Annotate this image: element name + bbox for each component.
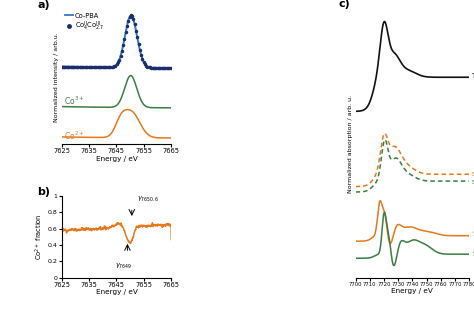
Text: $\gamma_{7649}$: $\gamma_{7649}$ [116, 261, 133, 271]
Text: b): b) [37, 187, 51, 197]
X-axis label: Energy / eV: Energy / eV [96, 289, 137, 295]
Text: $\gamma_{7650.6}$: $\gamma_{7650.6}$ [137, 195, 159, 204]
X-axis label: Energy / eV: Energy / eV [96, 156, 137, 162]
Text: Transmission: Transmission [472, 73, 474, 79]
Text: c): c) [338, 0, 350, 9]
Text: a): a) [37, 0, 50, 10]
Legend: Co-PBA, Co$^{\rm II}_4$Co$^{\rm III}_{2.7}$: Co-PBA, Co$^{\rm II}_4$Co$^{\rm III}_{2.… [65, 13, 104, 33]
Text: s@7649: s@7649 [472, 178, 474, 185]
Text: S(Co$^{3+}$): S(Co$^{3+}$) [472, 249, 474, 261]
Text: S(Co$^{2+}$): S(Co$^{2+}$) [472, 229, 474, 241]
Text: Co$^{3+}$: Co$^{3+}$ [64, 95, 85, 107]
Y-axis label: Co$^{2+}$ fraction: Co$^{2+}$ fraction [34, 214, 45, 260]
Y-axis label: Normalized absorption / arb. u.: Normalized absorption / arb. u. [348, 95, 353, 193]
Y-axis label: Normalized intensity / arb.u.: Normalized intensity / arb.u. [54, 32, 59, 122]
Text: Co$^{2+}$: Co$^{2+}$ [64, 129, 85, 142]
X-axis label: Energy / eV: Energy / eV [392, 288, 433, 294]
Text: s@7650.6: s@7650.6 [472, 170, 474, 177]
